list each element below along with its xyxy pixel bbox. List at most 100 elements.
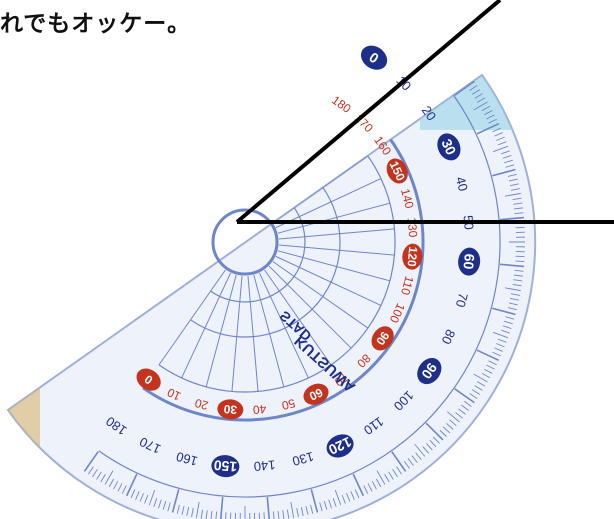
tick-mark xyxy=(497,141,507,146)
tick-mark xyxy=(433,41,439,47)
tick-mark xyxy=(310,504,314,514)
protractor: 0102030405060708090100110120130140150160… xyxy=(6,21,537,519)
outer-label-badge xyxy=(211,455,240,478)
tick-mark xyxy=(456,66,463,72)
tick-mark xyxy=(509,297,519,301)
tick-mark xyxy=(473,101,488,111)
tick-mark xyxy=(474,93,483,99)
tick-mark xyxy=(443,51,450,57)
inner-label-badge xyxy=(371,326,394,351)
tick-mark xyxy=(422,446,430,454)
tick-mark xyxy=(430,37,436,44)
tick-mark xyxy=(130,489,136,498)
tick-mark xyxy=(510,188,520,191)
protractor-body xyxy=(6,73,537,519)
tick-mark xyxy=(446,422,454,430)
outer-scale-label: 80 xyxy=(439,327,459,346)
tick-mark xyxy=(171,489,180,513)
tick-mark xyxy=(454,80,475,96)
tick-mark xyxy=(108,478,115,488)
center-hub xyxy=(211,208,279,276)
radial-line xyxy=(275,255,382,306)
tick-mark xyxy=(205,510,208,519)
scale-arc xyxy=(98,75,501,498)
outer-scale-label: 60 xyxy=(460,253,477,270)
radial-line xyxy=(268,265,352,349)
outer-scale-label: 40 xyxy=(453,175,471,193)
inner-scale-label: 120 xyxy=(404,246,420,267)
inner-scale-label: 10 xyxy=(165,385,183,403)
tick-mark xyxy=(263,512,265,519)
tick-mark xyxy=(296,507,299,517)
tick-mark xyxy=(502,155,512,159)
tick-mark xyxy=(458,75,466,76)
inner-label-badge xyxy=(136,368,161,391)
tick-mark xyxy=(507,173,517,177)
tick-mark xyxy=(432,436,440,444)
outer-scale-label: 130 xyxy=(291,449,316,469)
inner-scale-label: 30 xyxy=(223,402,238,417)
inner-label-badge xyxy=(303,383,329,405)
tick-mark xyxy=(113,481,119,490)
tick-mark xyxy=(513,207,523,210)
tick-mark xyxy=(346,493,351,502)
inner-scale-label: 140 xyxy=(398,187,417,210)
tick-mark xyxy=(414,443,426,457)
outer-label-badge xyxy=(458,247,481,276)
tick-mark xyxy=(282,510,285,519)
tick-mark xyxy=(472,389,481,395)
radial-line xyxy=(278,244,395,256)
tick-mark xyxy=(514,269,524,272)
inner-scale-label: 130 xyxy=(405,217,421,238)
tick-mark xyxy=(481,372,491,379)
tick-mark xyxy=(225,512,227,519)
tick-mark xyxy=(363,485,369,494)
tick-mark xyxy=(505,164,515,168)
inner-scale-label: 110 xyxy=(398,274,417,296)
tick-mark xyxy=(117,483,123,492)
tick-mark xyxy=(484,368,493,374)
tick-mark xyxy=(508,302,518,306)
tick-mark xyxy=(501,150,510,155)
tick-mark xyxy=(195,501,200,518)
tick-mark xyxy=(484,110,493,116)
tick-mark xyxy=(416,24,422,31)
tick-mark xyxy=(505,316,515,320)
tick-mark xyxy=(305,505,309,515)
tick-mark xyxy=(388,471,394,480)
outer-scale-label: 140 xyxy=(253,457,276,474)
tick-mark xyxy=(391,451,407,472)
tick-mark xyxy=(477,381,486,387)
outer-scale-label: 70 xyxy=(453,291,471,309)
tick-mark xyxy=(492,168,516,177)
tick-mark xyxy=(375,478,382,488)
tick-mark xyxy=(510,293,520,296)
tick-mark xyxy=(200,509,204,519)
tick-mark xyxy=(181,505,185,515)
blue-edge-tint xyxy=(420,75,536,130)
tick-mark xyxy=(341,494,346,504)
tick-mark xyxy=(139,493,144,502)
tick-mark xyxy=(512,283,522,287)
tick-mark xyxy=(481,105,491,112)
tick-mark xyxy=(403,460,410,469)
tick-mark xyxy=(474,385,483,391)
tick-mark xyxy=(476,122,500,135)
tick-mark xyxy=(332,498,337,507)
tick-mark xyxy=(300,506,304,516)
tick-mark xyxy=(447,62,459,72)
tick-mark xyxy=(455,412,463,419)
tick-mark xyxy=(463,77,472,84)
tick-mark xyxy=(496,136,505,141)
tick-mark xyxy=(512,197,522,201)
tick-mark xyxy=(412,21,418,28)
tick-mark xyxy=(472,89,481,95)
inner-scale-label: 40 xyxy=(252,402,267,417)
radial-line xyxy=(278,228,395,240)
radial-line xyxy=(272,261,369,329)
tick-mark xyxy=(411,455,418,463)
inner-scale-label: 180 xyxy=(329,93,354,116)
tick-mark xyxy=(135,491,140,500)
tick-mark xyxy=(477,97,486,103)
